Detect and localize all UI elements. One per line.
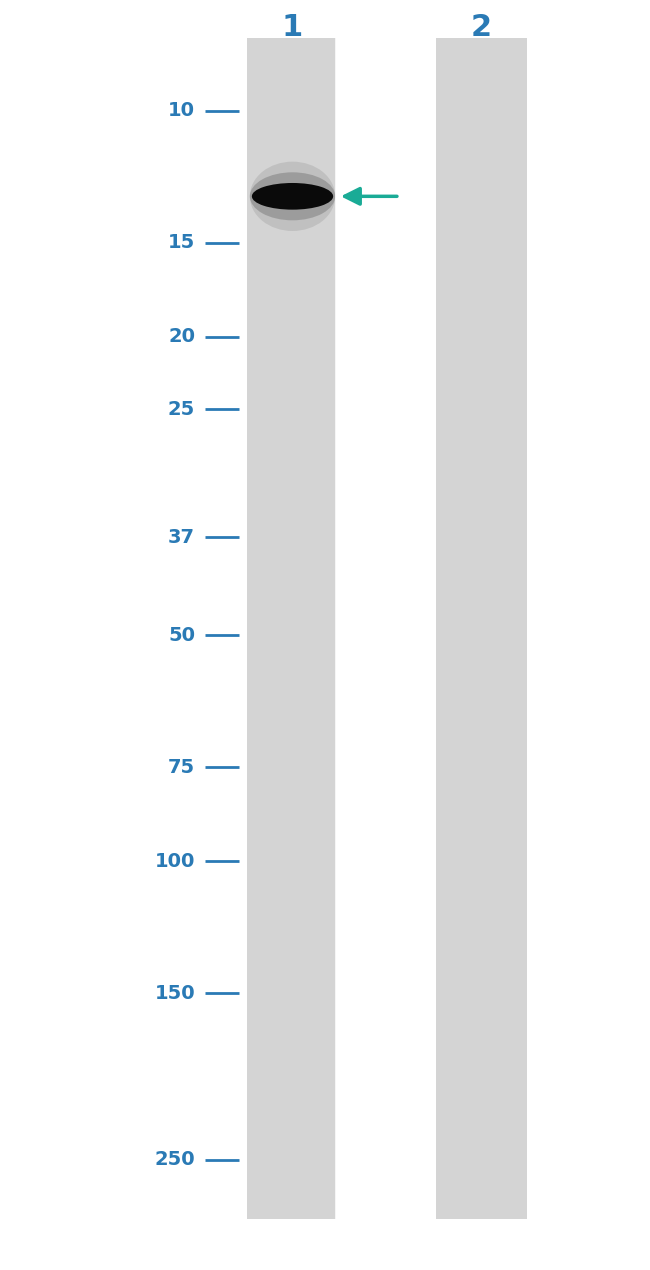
Text: 20: 20 — [168, 328, 195, 347]
Text: 10: 10 — [168, 102, 195, 121]
Ellipse shape — [252, 183, 333, 210]
Text: 75: 75 — [168, 758, 195, 777]
Ellipse shape — [250, 161, 335, 231]
Text: 25: 25 — [168, 400, 195, 419]
Text: 15: 15 — [168, 234, 195, 253]
Text: 100: 100 — [155, 852, 195, 871]
Text: 150: 150 — [155, 984, 195, 1003]
Text: 1: 1 — [282, 14, 303, 42]
Ellipse shape — [250, 173, 335, 220]
Text: 50: 50 — [168, 626, 195, 645]
Text: 37: 37 — [168, 527, 195, 546]
Text: 2: 2 — [471, 14, 491, 42]
Text: 250: 250 — [155, 1151, 195, 1170]
FancyBboxPatch shape — [436, 38, 526, 1219]
FancyBboxPatch shape — [247, 38, 338, 1219]
